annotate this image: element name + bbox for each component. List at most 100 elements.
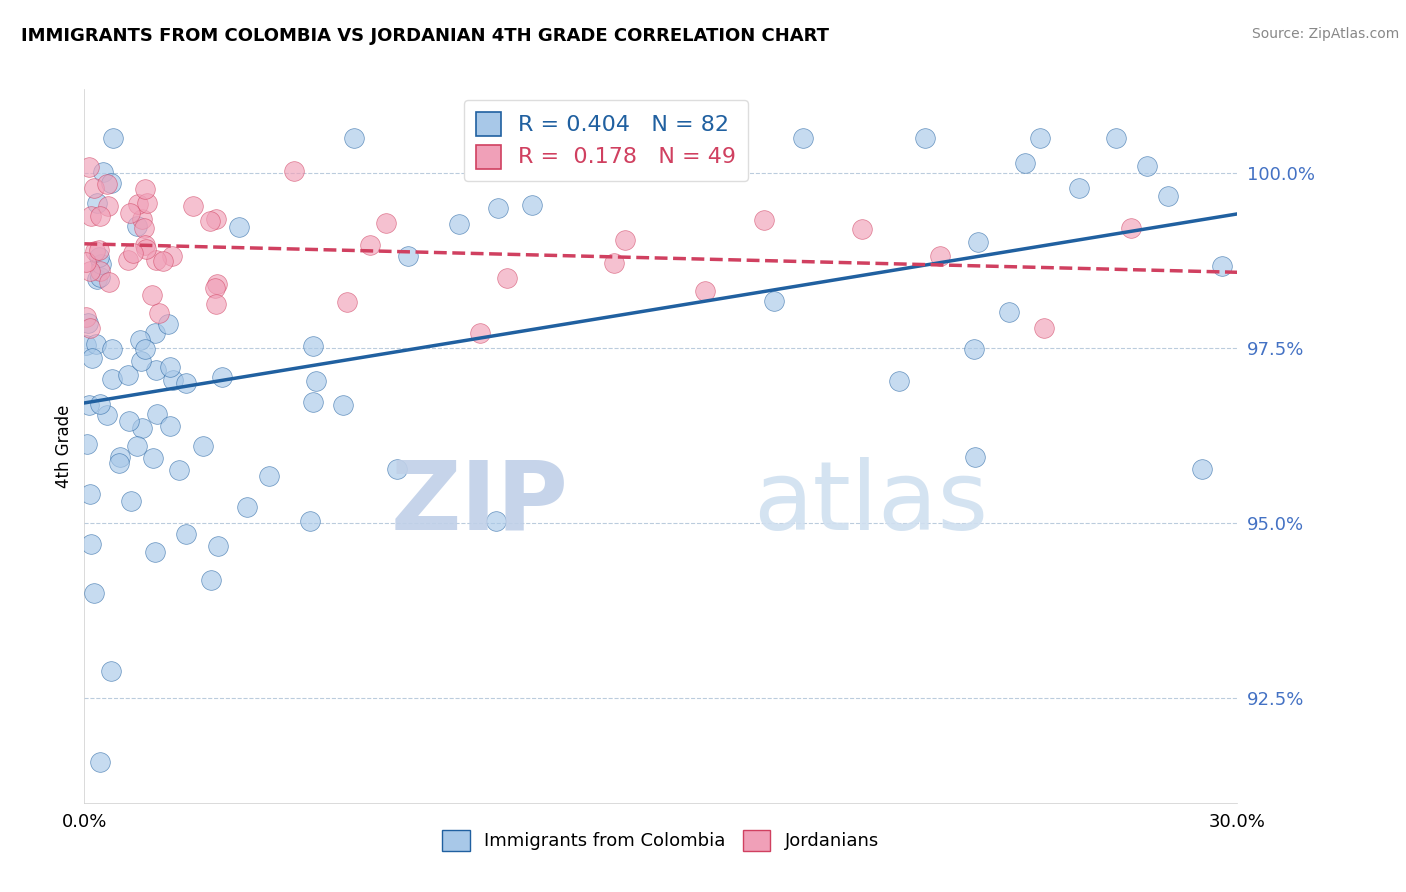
Point: [485, 514, 508, 528]
Point: [129, 354, 152, 368]
Point: [336, 294, 359, 309]
Point: [962, 342, 984, 356]
Point: [83, 181, 105, 195]
Point: [75, 310, 97, 325]
Point: [80, 537, 103, 551]
Point: [396, 249, 419, 263]
Point: [228, 220, 250, 235]
Point: [79, 320, 101, 334]
Point: [131, 421, 153, 435]
Point: [496, 271, 519, 285]
Point: [332, 398, 354, 412]
Point: [449, 217, 471, 231]
Point: [127, 197, 149, 211]
Point: [1069, 181, 1091, 195]
Point: [614, 233, 637, 247]
Point: [125, 219, 148, 233]
Point: [91, 165, 114, 179]
Point: [134, 182, 156, 196]
Point: [90, 257, 112, 271]
Point: [359, 237, 381, 252]
Point: [1191, 461, 1213, 475]
Point: [1029, 131, 1052, 145]
Point: [89, 270, 111, 285]
Point: [375, 216, 398, 230]
Point: [76, 436, 98, 450]
Point: [204, 281, 226, 295]
Point: [343, 131, 366, 145]
Point: [134, 238, 156, 252]
Point: [603, 256, 626, 270]
Point: [131, 212, 153, 227]
Point: [79, 264, 101, 278]
Point: [83, 244, 105, 259]
Point: [100, 176, 122, 190]
Point: [87, 243, 110, 257]
Point: [191, 439, 214, 453]
Point: [468, 326, 491, 340]
Point: [120, 206, 142, 220]
Point: [963, 450, 986, 464]
Point: [257, 469, 280, 483]
Point: [77, 316, 100, 330]
Point: [928, 249, 950, 263]
Point: [79, 160, 101, 174]
Point: [96, 178, 118, 192]
Point: [204, 211, 226, 226]
Point: [200, 573, 222, 587]
Text: ZIP: ZIP: [391, 457, 568, 549]
Point: [145, 253, 167, 268]
Point: [183, 199, 205, 213]
Point: [302, 339, 325, 353]
Point: [136, 196, 159, 211]
Point: [117, 253, 139, 268]
Point: [120, 494, 142, 508]
Point: [283, 163, 305, 178]
Point: [160, 249, 183, 263]
Point: [145, 362, 167, 376]
Point: [1105, 131, 1128, 145]
Point: [1211, 259, 1233, 273]
Point: [77, 398, 100, 412]
Point: [1121, 221, 1143, 235]
Text: IMMIGRANTS FROM COLOMBIA VS JORDANIAN 4TH GRADE CORRELATION CHART: IMMIGRANTS FROM COLOMBIA VS JORDANIAN 4T…: [21, 27, 830, 45]
Point: [89, 397, 111, 411]
Point: [89, 264, 111, 278]
Point: [851, 222, 873, 236]
Point: [108, 456, 131, 470]
Point: [79, 209, 101, 223]
Point: [101, 343, 124, 357]
Point: [1136, 159, 1159, 173]
Point: [387, 461, 409, 475]
Point: [143, 326, 166, 340]
Point: [97, 199, 120, 213]
Point: [83, 586, 105, 600]
Point: [98, 276, 121, 290]
Point: [125, 439, 148, 453]
Point: [82, 351, 104, 365]
Point: [211, 369, 233, 384]
Point: [101, 131, 124, 145]
Point: [100, 664, 122, 678]
Point: [159, 419, 181, 434]
Point: [176, 376, 198, 390]
Point: [121, 246, 143, 260]
Point: [792, 131, 814, 145]
Point: [486, 202, 509, 216]
Point: [75, 337, 97, 351]
Point: [198, 213, 221, 227]
Point: [96, 408, 118, 422]
Point: [162, 373, 184, 387]
Point: [128, 333, 150, 347]
Point: [236, 500, 259, 514]
Point: [302, 394, 325, 409]
Point: [207, 277, 229, 292]
Text: Source: ZipAtlas.com: Source: ZipAtlas.com: [1251, 27, 1399, 41]
Point: [914, 131, 936, 145]
Point: [134, 342, 156, 356]
Point: [174, 526, 197, 541]
Point: [205, 297, 228, 311]
Point: [89, 209, 111, 223]
Point: [1014, 156, 1036, 170]
Point: [1156, 189, 1178, 203]
